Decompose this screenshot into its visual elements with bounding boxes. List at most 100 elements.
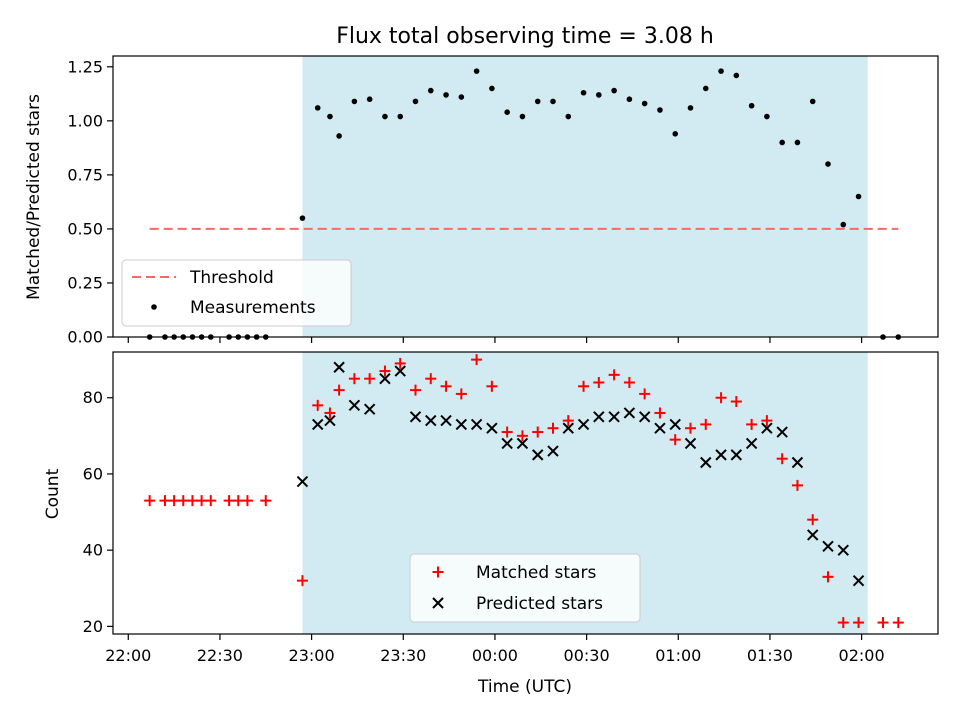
matched-star-point [853, 617, 865, 629]
matched-star-point [654, 407, 666, 419]
x-stroke-b [608, 411, 620, 423]
x-axis-label: Time (UTC) [477, 677, 572, 697]
top-y-tick-label: 0.00 [67, 328, 103, 347]
measurement-point [327, 113, 333, 120]
matched-star-point [394, 357, 406, 369]
threshold-legend-label: Threshold [189, 268, 274, 288]
matched-star-point [486, 380, 498, 392]
x-stroke-b [501, 437, 513, 450]
matched-star-point [144, 495, 156, 507]
x-stroke-b [425, 414, 437, 427]
predicted-star-point [700, 456, 712, 469]
predicted-star-point [608, 411, 620, 423]
matched-star-point [892, 617, 904, 629]
predicted-star-point [486, 422, 498, 434]
matched-star-point [410, 384, 421, 396]
measurement-point [550, 98, 556, 105]
top-y-tick-label: 0.75 [67, 165, 103, 184]
measurement-point [519, 113, 526, 120]
measurement-point [382, 113, 388, 120]
measurement-point [504, 109, 510, 115]
predicted-star-point [348, 399, 361, 412]
top-y-tick-label: 1.25 [67, 57, 103, 76]
predicted-star-point [516, 437, 529, 450]
predicted-star-point [324, 414, 336, 427]
predicted-star-point [562, 422, 574, 434]
matched-star-point [578, 380, 590, 392]
matched-star-point [379, 365, 391, 377]
matched-star-point [807, 514, 819, 526]
measurement-point [443, 92, 449, 98]
predicted-star-point [761, 422, 773, 434]
bottom-plot-frame [112, 351, 939, 635]
measurement-point [366, 96, 373, 103]
predicted-star-point [791, 456, 804, 469]
measurements-legend-swatch [151, 304, 157, 310]
predicted-star-point [669, 418, 681, 431]
matched-star-point [312, 399, 324, 411]
measurement-point [458, 94, 465, 100]
measurement-point [809, 98, 816, 105]
x-stroke-b [432, 597, 444, 609]
matched-star-point [730, 396, 742, 408]
bottom-legend: Matched stars Predicted stars [409, 553, 641, 623]
measurement-point [733, 72, 740, 79]
predicted-star-point [394, 365, 406, 377]
measurement-point [657, 107, 663, 113]
bottom-y-axis-label: Count [43, 468, 63, 519]
x-stroke-b [532, 449, 544, 461]
x-stroke-b [761, 422, 773, 434]
predicted-star-point [623, 407, 636, 419]
measurement-point [626, 96, 633, 103]
matched-star-point [746, 418, 758, 430]
top-plot-frame [112, 55, 939, 338]
matched-star-point [776, 453, 788, 465]
x-stroke-b [486, 422, 498, 434]
predicted-star-point [532, 449, 544, 461]
matched-star-point [364, 373, 376, 385]
matched-star-point [516, 430, 528, 442]
predicted-star-point [577, 418, 590, 431]
bottom-y-tick-label: 40 [83, 541, 103, 560]
x-tick-label: 23:00 [289, 646, 335, 665]
x-stroke-b [363, 403, 376, 415]
matched-star-point [348, 373, 360, 385]
x-stroke-b [440, 414, 452, 427]
matched-legend-swatch [432, 566, 444, 578]
top-y-tick-label: 1.00 [67, 111, 103, 130]
matched-star-point [608, 369, 620, 381]
x-stroke-b [776, 426, 788, 438]
x-stroke-b [312, 418, 324, 431]
x-stroke-b [593, 411, 605, 423]
matched-star-point [455, 388, 467, 400]
matched-star-point [623, 376, 635, 388]
bottom-legend-box [409, 553, 641, 623]
x-stroke-b [348, 399, 361, 412]
predicted-star-point [409, 411, 422, 423]
matched-star-point [501, 426, 513, 438]
measurement-point [718, 68, 724, 74]
x-stroke-b [409, 411, 422, 423]
predicted-star-point [379, 372, 391, 385]
predicted-star-point [363, 403, 376, 415]
x-stroke-b [516, 437, 529, 450]
measurement-point [611, 87, 617, 94]
measurement-point [397, 113, 404, 120]
x-stroke-b [807, 529, 819, 541]
x-tick-label: 01:30 [747, 646, 793, 665]
top-legend-box [121, 259, 352, 327]
predicted-star-point [730, 449, 743, 461]
x-stroke-b [379, 372, 391, 385]
measurement-point [779, 139, 785, 146]
matched-star-point [471, 354, 483, 366]
matched-star-point [241, 495, 253, 507]
predicted-star-point [455, 418, 468, 431]
x-stroke-b [455, 418, 468, 431]
measurements-legend-label: Measurements [190, 298, 316, 318]
measurement-point [855, 193, 862, 200]
matched-star-point [324, 407, 336, 419]
matched-star-point [547, 422, 559, 434]
x-stroke-b [394, 365, 406, 377]
matched-star-point [260, 495, 272, 507]
